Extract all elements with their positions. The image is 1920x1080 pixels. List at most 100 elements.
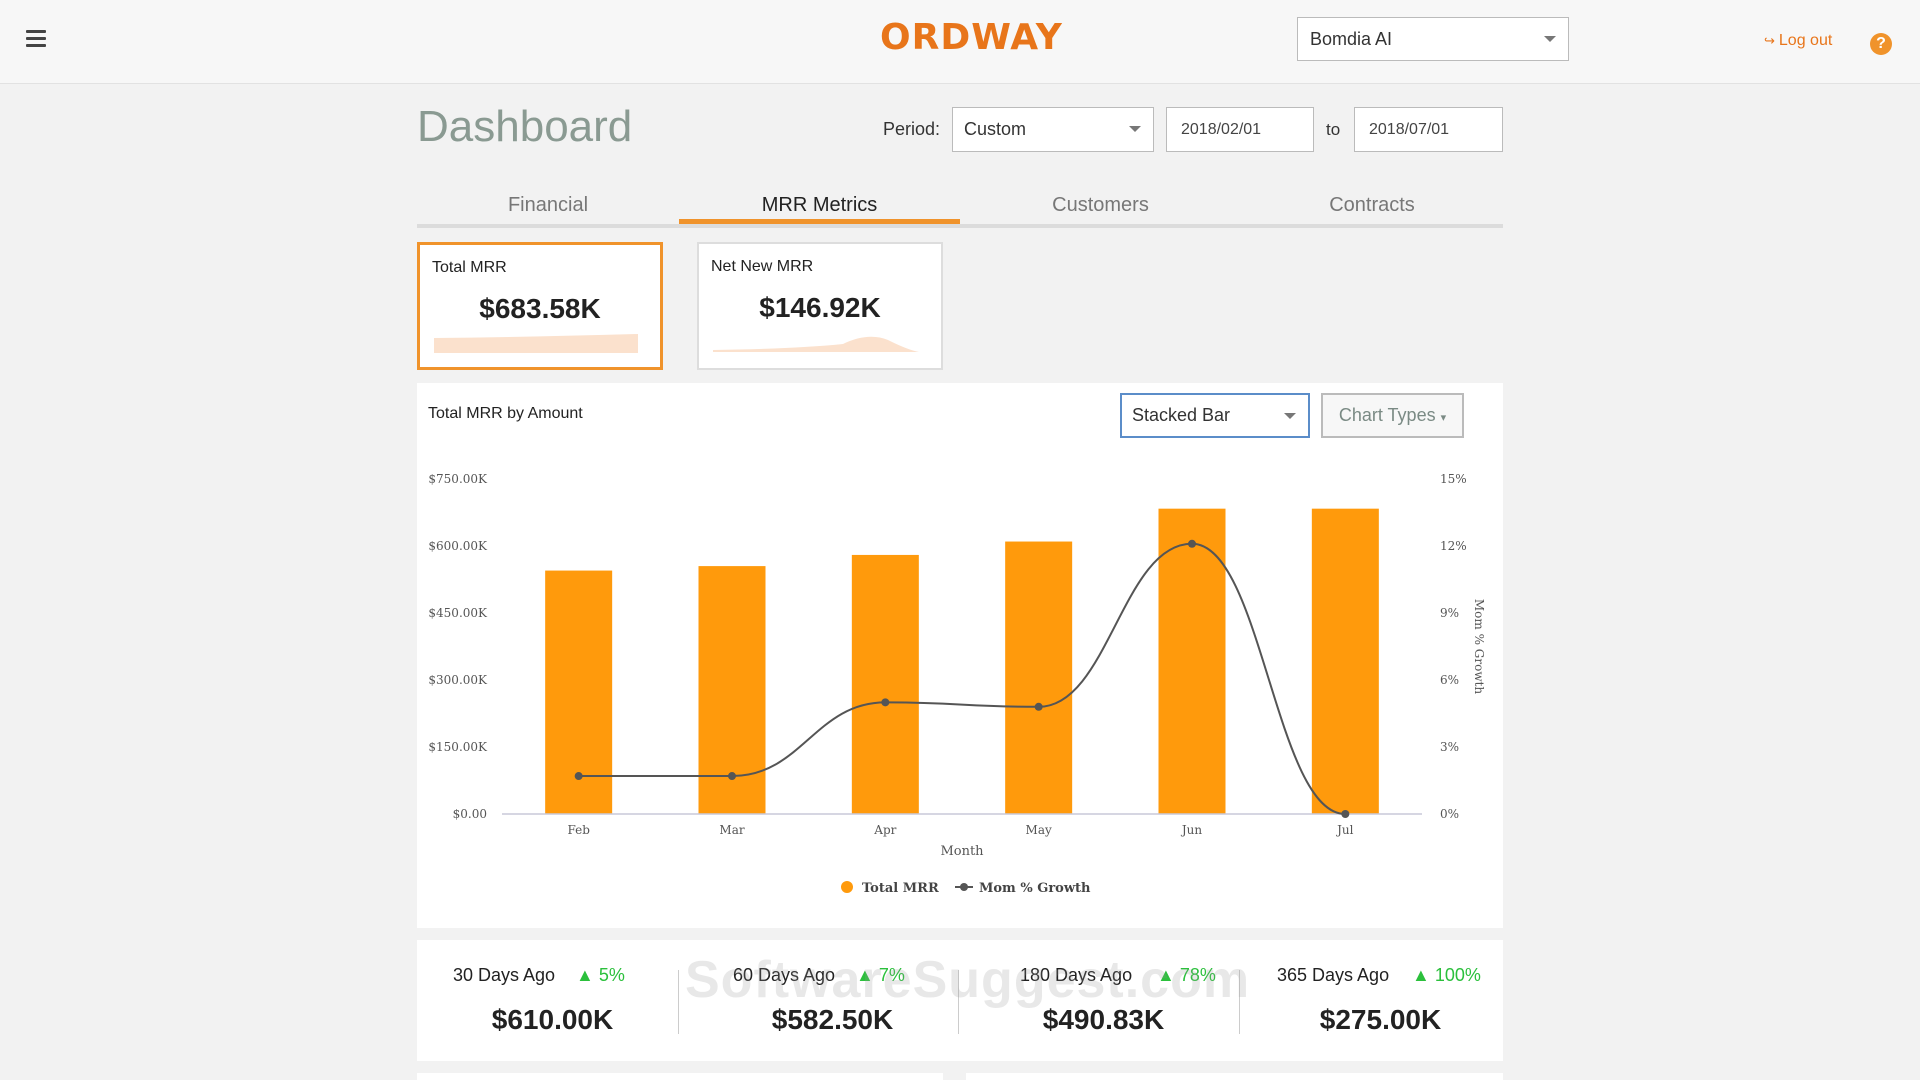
page-title: Dashboard — [417, 102, 633, 151]
mrr-chart: $0.00 $150.00K $300.00K $450.00K $600.00K $75… — [428, 472, 1486, 896]
period-label: Period: — [883, 119, 941, 139]
chevron-down-icon — [1544, 36, 1556, 42]
company-select-value: Bomdia AI — [1310, 29, 1393, 49]
chart-type-select[interactable]: Stacked Bar — [1120, 393, 1310, 438]
stat-value: $490.83K — [1042, 1004, 1165, 1035]
kpi-label: Net New MRR — [711, 258, 814, 275]
y-tick-label: $750.00K — [428, 472, 488, 486]
kpi-card-total-mrr[interactable]: Total MRR $683.58K — [417, 242, 663, 370]
y2-tick-label: 0% — [1440, 807, 1459, 821]
stat-value: $610.00K — [491, 1004, 614, 1035]
help-icon[interactable]: ? — [1870, 33, 1892, 55]
y2-tick-label: 3% — [1440, 740, 1459, 754]
y2-tick-label: 6% — [1440, 673, 1459, 687]
y2-axis-title: Mom % Growth — [1472, 599, 1486, 695]
tab-contracts[interactable]: Contracts — [1329, 194, 1415, 216]
triangle-up-icon: ▲ — [1412, 965, 1430, 985]
logout-label: Log out — [1778, 32, 1833, 49]
x-tick-label: Jul — [1335, 823, 1354, 837]
growth-point — [1188, 539, 1196, 548]
y-tick-label: $450.00K — [428, 606, 488, 620]
bar — [851, 554, 919, 814]
watermark: SoftwareSuggest.com — [685, 951, 1251, 1009]
chart-card: Total MRR by Amount Stacked Bar Chart Ty… — [417, 383, 1503, 928]
dashboard-tabs: Financial MRR Metrics Customers Contract… — [417, 190, 1503, 228]
caret-down-icon: ▾ — [1440, 412, 1447, 424]
x-tick-label: Mar — [719, 823, 744, 837]
x-tick-label: Feb — [567, 823, 590, 837]
x-tick-label: May — [1026, 823, 1052, 837]
chart-types-button[interactable]: Chart Types ▾ — [1321, 393, 1464, 438]
stat-label: 60 Days Ago — [733, 965, 836, 985]
stat-change: ▲ 5% — [576, 965, 625, 986]
stat-change-value: 100% — [1434, 965, 1481, 985]
company-select[interactable]: Bomdia AI — [1297, 17, 1569, 61]
bar — [1311, 508, 1379, 814]
stat-180-days: 180 Days Ago ▲ 78% $490.83K — [968, 940, 1239, 1061]
y-tick-label: $300.00K — [428, 673, 488, 687]
growth-point — [574, 772, 583, 781]
to-label: to — [1326, 120, 1341, 139]
stat-value: $275.00K — [1319, 1004, 1442, 1035]
hamburger-menu-icon[interactable] — [26, 30, 46, 48]
x-tick-label: Apr — [873, 823, 896, 837]
chart-title: Total MRR by Amount — [428, 405, 583, 422]
stat-change: ▲ 7% — [856, 965, 905, 986]
period-comparison-card: 30 Days Ago ▲ 5% $610.00K 60 Days Ago ▲ … — [417, 940, 1503, 1061]
kpi-value: $146.92K — [759, 292, 881, 323]
triangle-up-icon: ▲ — [856, 965, 874, 985]
triangle-up-icon: ▲ — [576, 965, 594, 985]
chart-types-label: Chart Types — [1338, 405, 1436, 425]
growth-line — [578, 542, 1346, 815]
kpi-sparkline — [434, 334, 638, 353]
y2-tick-label: 12% — [1440, 539, 1467, 553]
stat-change: ▲ 100% — [1412, 965, 1481, 986]
divider — [678, 970, 679, 1034]
y-tick-label: $0.00 — [453, 807, 487, 821]
date-from-input[interactable]: 2018/02/01 — [1166, 107, 1314, 152]
ordway-logo[interactable]: ORDWAY — [880, 17, 1063, 58]
kpi-card-net-new-mrr[interactable]: Net New MRR $146.92K — [697, 242, 943, 370]
bar — [1158, 508, 1226, 814]
legend-label: Mom % Growth — [979, 881, 1091, 896]
stat-label: 30 Days Ago — [453, 965, 556, 985]
kpi-sparkline — [713, 336, 919, 352]
stat-value: $582.50K — [771, 1004, 894, 1035]
y-tick-label: $600.00K — [428, 539, 488, 553]
x-axis-title: Month — [940, 844, 984, 859]
growth-point — [1034, 702, 1043, 711]
top-bar: ORDWAY Bomdia AI ↪ Log out ? — [0, 0, 1920, 84]
chevron-down-icon — [1284, 413, 1296, 419]
legend-swatch-total-mrr — [841, 881, 853, 893]
growth-point — [728, 772, 736, 781]
kpi-label: Total MRR — [432, 259, 507, 276]
logout-link[interactable]: ↪ Log out — [1764, 32, 1832, 50]
stat-label: 180 Days Ago — [1020, 965, 1133, 985]
tab-customers[interactable]: Customers — [1052, 194, 1149, 216]
stat-change-value: 5% — [598, 965, 625, 985]
divider — [958, 970, 959, 1034]
legend-swatch-growth-point — [960, 883, 968, 891]
tab-mrr-metrics[interactable]: MRR Metrics — [761, 194, 878, 216]
period-select-value: Custom — [964, 119, 1027, 139]
sign-out-icon: ↪ — [1764, 33, 1775, 48]
period-select[interactable]: Custom — [952, 107, 1154, 152]
next-card-edge — [417, 1073, 943, 1080]
y2-tick-label: 15% — [1440, 472, 1467, 486]
triangle-up-icon: ▲ — [1157, 965, 1175, 985]
stat-60-days: 60 Days Ago ▲ 7% $582.50K — [697, 940, 968, 1061]
y-tick-label: $150.00K — [428, 740, 488, 754]
date-to-input[interactable]: 2018/07/01 — [1354, 107, 1503, 152]
y2-tick-label: 9% — [1440, 606, 1459, 620]
tab-financial[interactable]: Financial — [507, 194, 589, 216]
chart-type-select-value: Stacked Bar — [1132, 405, 1231, 425]
stat-30-days: 30 Days Ago ▲ 5% $610.00K — [417, 940, 688, 1061]
bar — [1005, 541, 1073, 814]
growth-point — [1341, 810, 1350, 818]
stat-change-value: 78% — [1179, 965, 1216, 985]
legend-label: Total MRR — [862, 881, 939, 896]
divider — [1239, 970, 1240, 1034]
next-card-edge — [966, 1073, 1503, 1080]
stat-label: 365 Days Ago — [1277, 965, 1390, 985]
x-tick-label: Jun — [1180, 823, 1203, 837]
